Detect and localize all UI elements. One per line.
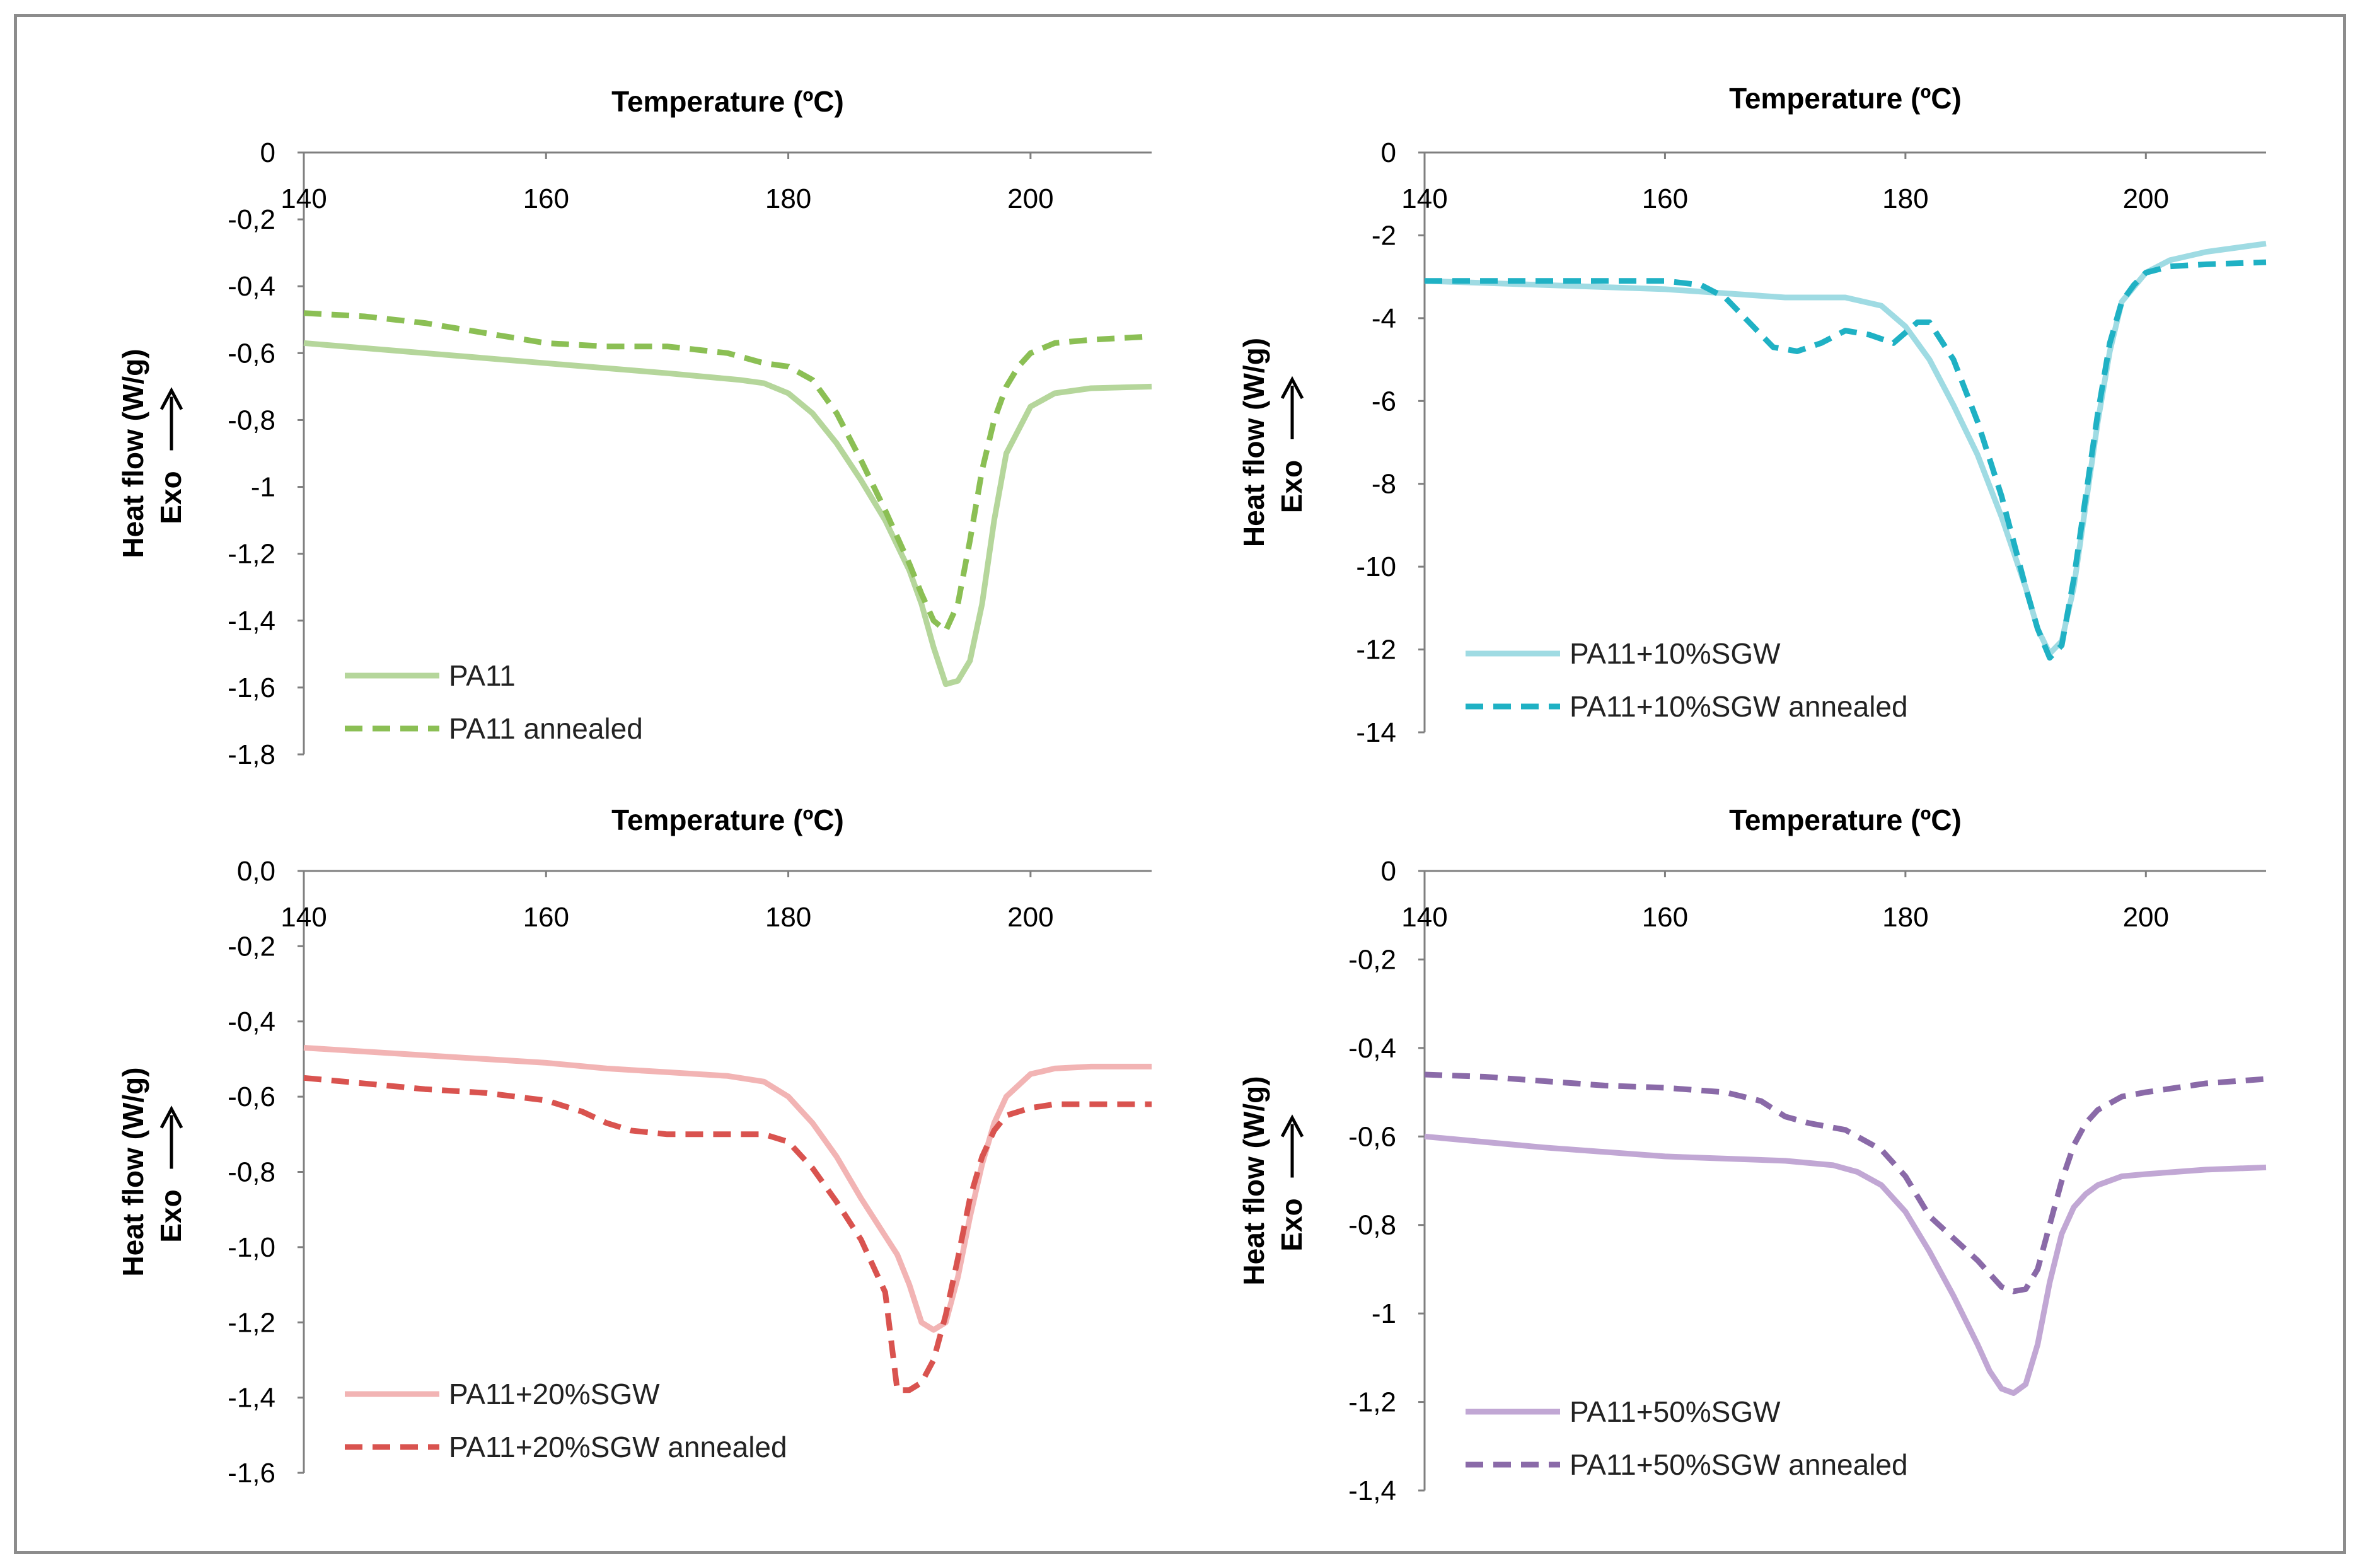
- x-tick-label: 160: [523, 183, 569, 214]
- exo-label: Exo: [1275, 460, 1308, 513]
- exo-arrowhead-icon: [159, 387, 183, 410]
- y-tick-label: -1,4: [228, 606, 275, 637]
- x-tick-label: 160: [1642, 902, 1688, 933]
- y-tick-label: -1,2: [228, 1307, 275, 1338]
- series-line-1: [1424, 1133, 2267, 1396]
- y-tick-label: -1,8: [228, 739, 275, 770]
- x-axis-title: Temperature (ºC): [611, 85, 844, 118]
- y-tick-label: -0,2: [1348, 944, 1396, 975]
- x-tick-label: 140: [281, 183, 327, 214]
- legend-label: PA11+10%SGW: [1570, 637, 1781, 670]
- y-tick-label: 0: [1381, 137, 1396, 168]
- legend-label: PA11+50%SGW: [1570, 1395, 1781, 1428]
- legend-label: PA11+20%SGW annealed: [449, 1431, 787, 1463]
- exo-label: Exo: [154, 1189, 187, 1242]
- x-tick-label: 140: [1401, 902, 1447, 933]
- y-tick-label: -2: [1372, 220, 1396, 251]
- series-line-2: [303, 310, 1152, 634]
- y-tick-label: -0,6: [1348, 1121, 1396, 1152]
- x-tick-label: 180: [1882, 183, 1928, 214]
- x-tick-label: 180: [1882, 902, 1928, 933]
- y-tick-label: 0,0: [237, 856, 275, 887]
- y-tick-label: -1,2: [1348, 1387, 1396, 1418]
- x-tick-label: 140: [1401, 183, 1447, 214]
- y-tick-label: -0,6: [228, 1081, 275, 1112]
- y-tick-label: -1: [1372, 1298, 1396, 1329]
- figure-frame: 0 -0,2 -0,4 -0,6 -0,8 -1 -1,2 -1,4 -1,6 -1,8 140 16…: [14, 14, 2346, 1554]
- y-tick-label: 0: [260, 137, 275, 168]
- y-tick-label: -0,6: [228, 338, 275, 369]
- y-tick-label: -1,6: [228, 672, 275, 703]
- x-tick-label: 180: [765, 183, 811, 214]
- chart-panel-4: 0 -0,2 -0,4 -0,6 -0,8 -1 -1,2 -1,4 140 160 180 200 T…: [1237, 804, 2267, 1506]
- x-axis-title: Temperature (ºC): [1729, 804, 1962, 836]
- exo-arrowhead-icon: [1280, 1114, 1304, 1138]
- x-axis-title: Temperature (ºC): [1729, 82, 1962, 115]
- exo-label: Exo: [154, 471, 187, 524]
- chart-panel-1: 0 -0,2 -0,4 -0,6 -0,8 -1 -1,2 -1,4 -1,6 -1,8 140 16…: [117, 85, 1152, 770]
- y-tick-label: -14: [1356, 717, 1396, 748]
- x-tick-label: 140: [281, 902, 327, 933]
- y-tick-label: -12: [1356, 635, 1396, 666]
- x-tick-label: 200: [1007, 902, 1053, 933]
- x-tick-label: 200: [1007, 183, 1053, 214]
- y-axis-title: Heat flow (W/g): [1237, 338, 1270, 547]
- dsc-curves-figure: 0 -0,2 -0,4 -0,6 -0,8 -1 -1,2 -1,4 -1,6 -1,8 140 16…: [117, 82, 2267, 1506]
- legend-label: PA11+50%SGW annealed: [1570, 1448, 1908, 1481]
- y-tick-label: -1: [251, 472, 275, 503]
- y-tick-label: -1,0: [228, 1232, 275, 1263]
- y-tick-label: -0,4: [1348, 1033, 1396, 1064]
- y-tick-label: -0,4: [228, 271, 275, 302]
- y-tick-label: -1,2: [228, 539, 275, 570]
- x-tick-label: 200: [2123, 902, 2169, 933]
- x-tick-label: 200: [2123, 183, 2169, 214]
- y-tick-label: -10: [1356, 551, 1396, 582]
- y-tick-label: -8: [1372, 469, 1396, 500]
- y-tick-label: -0,2: [228, 931, 275, 962]
- series-line-2: [1425, 259, 2267, 661]
- y-tick-label: -1,4: [228, 1383, 275, 1414]
- chart-panel-3: 0,0 -0,2 -0,4 -0,6 -0,8 -1,0 -1,2 -1,4 -1,6 140 16…: [117, 804, 1152, 1489]
- y-tick-label: -0,2: [228, 204, 275, 235]
- chart-panel-2: 0 -2 -4 -6 -8 -10 -12 -14 140 160 180 200 Temperatur…: [1237, 82, 2267, 748]
- legend-label: PA11+10%SGW annealed: [1570, 690, 1908, 723]
- x-tick-label: 160: [523, 902, 569, 933]
- y-tick-label: -1,4: [1348, 1475, 1396, 1506]
- y-tick-label: -1,6: [228, 1458, 275, 1489]
- x-tick-label: 160: [1642, 183, 1688, 214]
- legend-label: PA11: [449, 659, 516, 692]
- legend-label: PA11 annealed: [449, 712, 643, 745]
- exo-arrowhead-icon: [159, 1105, 183, 1129]
- series-line-1: [303, 1045, 1152, 1333]
- y-tick-label: 0: [1381, 856, 1396, 887]
- x-tick-label: 180: [765, 902, 811, 933]
- exo-arrowhead-icon: [1280, 376, 1304, 400]
- series-line-2: [303, 1075, 1152, 1393]
- series-line-2: [1424, 1071, 2267, 1294]
- y-tick-label: -0,8: [228, 405, 275, 435]
- series-line-1: [303, 340, 1152, 688]
- series-line-1: [1424, 241, 2267, 657]
- y-tick-label: -4: [1372, 303, 1396, 334]
- y-tick-label: -0,8: [1348, 1210, 1396, 1241]
- y-axis-title: Heat flow (W/g): [1237, 1076, 1270, 1285]
- y-tick-label: -0,8: [228, 1157, 275, 1188]
- y-axis-title: Heat flow (W/g): [117, 349, 149, 558]
- y-tick-label: -6: [1372, 386, 1396, 417]
- y-tick-label: -0,4: [228, 1006, 275, 1037]
- legend-label: PA11+20%SGW: [449, 1378, 660, 1410]
- exo-label: Exo: [1275, 1198, 1308, 1251]
- x-axis-title: Temperature (ºC): [611, 804, 844, 836]
- y-axis-title: Heat flow (W/g): [117, 1067, 149, 1276]
